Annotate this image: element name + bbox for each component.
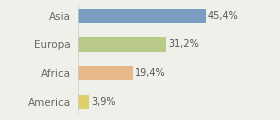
Text: 3,9%: 3,9% [92,97,116,107]
Text: 31,2%: 31,2% [168,39,199,49]
Bar [78,37,166,52]
Text: 45,4%: 45,4% [208,11,239,21]
Bar [78,66,133,80]
Text: 19,4%: 19,4% [135,68,165,78]
Bar [78,9,206,23]
Bar [78,95,89,109]
